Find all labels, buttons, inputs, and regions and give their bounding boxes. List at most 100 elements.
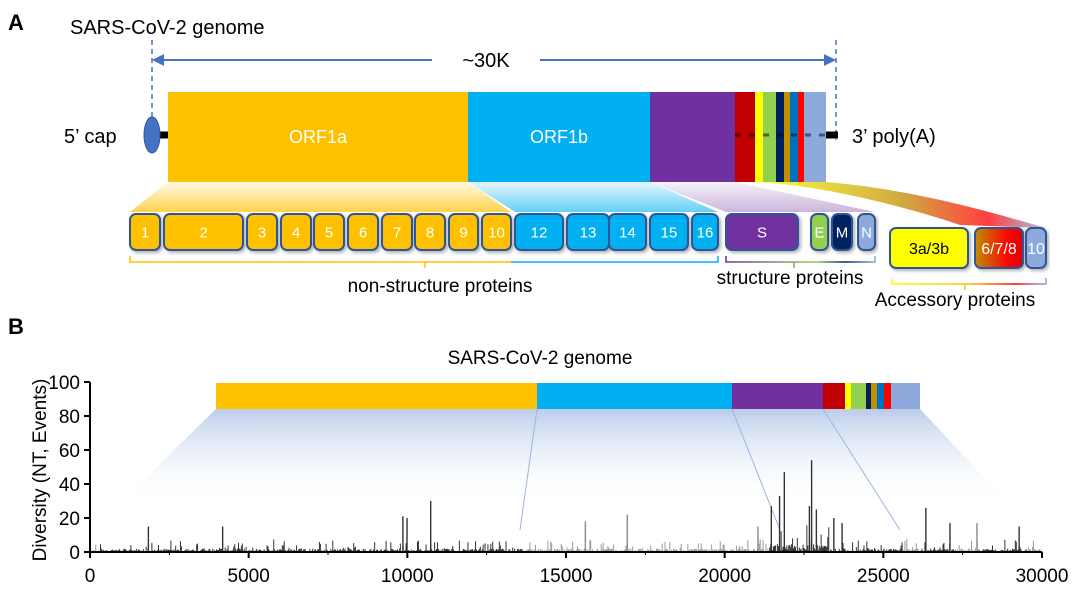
genome-fan-b <box>118 409 1010 505</box>
structural-box-E-rect <box>810 213 829 251</box>
nsp-box-12-rect <box>514 213 564 251</box>
structural-box-N: N <box>857 213 876 251</box>
genome-segment-orf1a <box>168 92 468 182</box>
genome-segment-blue <box>790 92 798 182</box>
accessory-box-6-7-8-label: 6/7/8 <box>981 241 1017 258</box>
nsp-box-12-label: 12 <box>531 224 548 241</box>
y-tick-label: 80 <box>59 407 80 428</box>
non-structure-proteins-label: non-structure proteins <box>348 276 533 297</box>
nsp-box-4: 4 <box>280 213 312 251</box>
panel-a-label: A <box>8 10 24 35</box>
accessory-box-3a-3b-rect <box>889 227 969 269</box>
x-tick-label: 5000 <box>228 566 270 587</box>
genome-segment-orf3 <box>735 92 755 182</box>
orf1a-label: ORF1a <box>289 127 348 147</box>
accessory-box-10-rect <box>1025 227 1047 269</box>
nsp-box-8-rect <box>414 213 446 251</box>
panel-b-title: SARS-CoV-2 genome <box>448 348 633 369</box>
nsp-box-4-rect <box>280 213 312 251</box>
chart-axes: 0 5000 10000 15000 20000 25000 30000 0 20 40 60 80 1… <box>48 373 1068 587</box>
panel-a-title: SARS-CoV-2 genome <box>70 17 265 39</box>
nsp-box-13: 13 <box>566 213 610 251</box>
genome-b-segment-blue <box>877 383 884 409</box>
x-tick-label: 30000 <box>1016 566 1069 587</box>
nsp-box-15-label: 15 <box>661 224 678 241</box>
structural-box-M: M <box>831 213 853 251</box>
structural-box-E-label: E <box>814 224 824 241</box>
x-tick-label: 15000 <box>540 566 593 587</box>
nsp-box-8: 8 <box>414 213 446 251</box>
structural-box-M-rect <box>831 213 853 251</box>
genome-segment-green <box>763 92 776 182</box>
brace-non-structure <box>129 256 719 268</box>
nsp-box-3-label: 3 <box>258 224 266 241</box>
y-tick-label: 0 <box>69 543 80 564</box>
nsp-box-16-label: 16 <box>697 224 714 241</box>
genome-length-label: ~30K <box>462 50 510 72</box>
y-axis-title: Diversity (NT, Events) <box>30 379 51 562</box>
x-tick-label: 0 <box>85 566 96 587</box>
nsp-box-7-label: 7 <box>393 224 401 241</box>
genome-b-segment-orf1b <box>537 383 732 409</box>
nsp-box-1-label: 1 <box>141 224 149 241</box>
nsp-box-6-label: 6 <box>359 224 367 241</box>
structural-box-S-label: S <box>757 224 767 241</box>
nsp-box-15-rect <box>649 213 689 251</box>
nsp-box-13-label: 13 <box>580 224 597 241</box>
genome-segment-orf1b <box>468 92 650 182</box>
nsp-box-5: 5 <box>313 213 345 251</box>
accessory-box-6-7-8-rect <box>974 227 1024 269</box>
y-tick-label: 100 <box>48 373 80 394</box>
nsp-box-3: 3 <box>246 213 278 251</box>
brace-structure <box>725 256 876 268</box>
nsp-box-3-rect <box>246 213 278 251</box>
genome-segment-gold <box>784 92 790 182</box>
x-tick-label: 25000 <box>857 566 910 587</box>
genome-segment-navy <box>776 92 784 182</box>
genome-b-segment-orf1a <box>216 383 537 409</box>
y-tick-label: 60 <box>59 441 80 462</box>
structural-box-N-rect <box>857 213 876 251</box>
nsp-box-6: 6 <box>347 213 379 251</box>
nsp-box-5-label: 5 <box>325 224 333 241</box>
accessory-proteins-label: Accessory proteins <box>875 290 1036 311</box>
genome-segment-spike <box>650 92 735 182</box>
structural-box-N-label: N <box>861 224 872 241</box>
x-tick-label: 10000 <box>381 566 434 587</box>
nsp-box-10-label: 10 <box>488 224 505 241</box>
genome-segment-envelope_yellow <box>755 92 763 182</box>
genome-b-segment-navy <box>866 383 871 409</box>
structural-box-E: E <box>810 213 829 251</box>
nsp-box-14-rect <box>608 213 647 251</box>
genome-bar-b <box>216 383 920 409</box>
length-arrow <box>152 54 836 66</box>
genome-b-segment-green <box>851 383 866 409</box>
nsp-box-2-rect <box>163 213 244 251</box>
nsp-box-2-label: 2 <box>199 224 207 241</box>
five-prime-cap-label: 5’ cap <box>64 126 117 148</box>
nsp-box-14: 14 <box>608 213 647 251</box>
genome-b-segment-spike <box>732 383 823 409</box>
five-prime-cap <box>143 116 161 154</box>
structural-box-S-rect <box>725 213 799 251</box>
nsp-box-14-label: 14 <box>619 224 636 241</box>
nsp-box-8-label: 8 <box>426 224 434 241</box>
nsp-box-10-rect <box>481 213 512 251</box>
expansion-fans <box>130 182 1046 228</box>
nsp-box-16: 16 <box>691 213 719 251</box>
y-tick-label: 40 <box>59 475 80 496</box>
nsp-box-9-rect <box>448 213 479 251</box>
genome-b-segment-orf3 <box>823 383 845 409</box>
nsp-box-1: 1 <box>129 213 161 251</box>
protein-boxes: 1 2 3 4 5 6 7 8 9 10 12 13 14 15 16 S E M N3a/3b 6/7/8 10 <box>129 213 1047 269</box>
genome-b-segment-envelope_yellow <box>845 383 851 409</box>
accessory-box-3a-3b-label: 3a/3b <box>909 241 949 258</box>
x-tick-label: 20000 <box>698 566 751 587</box>
genome-segment-nucleocapsid <box>804 92 826 182</box>
y-tick-label: 20 <box>59 509 80 530</box>
genome-b-segment-red <box>884 383 891 409</box>
nsp-box-9: 9 <box>448 213 479 251</box>
structural-box-M-label: M <box>836 224 849 241</box>
nsp-box-4-label: 4 <box>292 224 300 241</box>
accessory-box-6-7-8: 6/7/8 <box>974 227 1024 269</box>
